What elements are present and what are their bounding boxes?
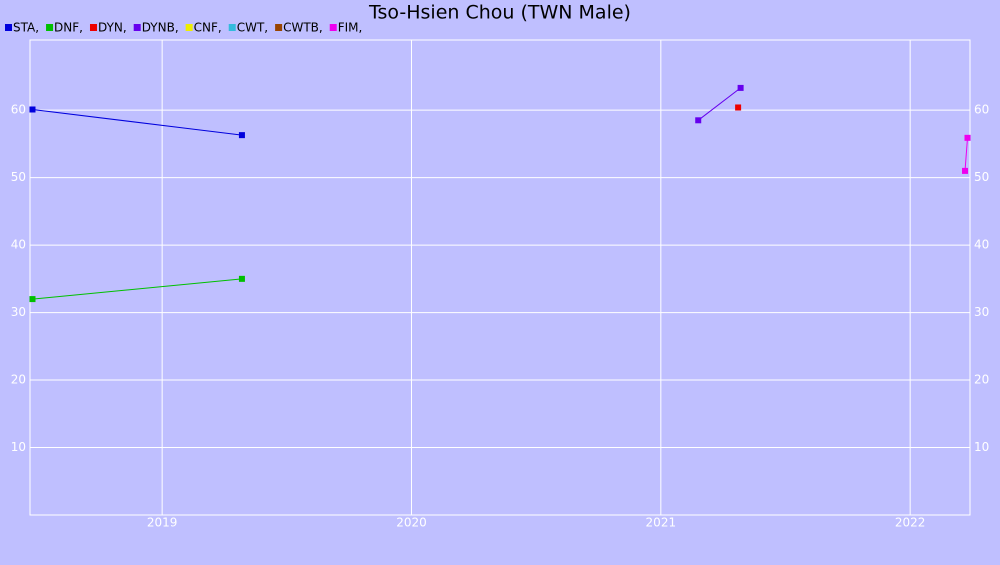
series-line	[697, 87, 741, 121]
legend-swatch	[228, 24, 236, 31]
legend-label: FIM,	[338, 21, 363, 35]
y-tick-label: 20	[11, 373, 26, 387]
y2-tick-label: 40	[974, 238, 989, 252]
y2-tick-label: 10	[974, 440, 989, 454]
legend-label: DYN,	[98, 21, 127, 35]
series-line	[964, 137, 969, 171]
point	[737, 84, 744, 91]
point	[964, 134, 971, 141]
legend-swatch	[185, 24, 193, 31]
legend-swatch	[89, 24, 97, 31]
point	[29, 106, 36, 113]
legend-label: DYNB,	[142, 21, 179, 35]
x-tick-label: 2021	[646, 516, 677, 530]
legend-swatch	[329, 24, 337, 31]
x-tick-label: 2019	[147, 516, 178, 530]
point	[29, 296, 36, 303]
y-tick-label: 50	[11, 170, 26, 184]
point	[695, 117, 702, 124]
y2-tick-label: 50	[974, 170, 989, 184]
x-tick-label: 2020	[396, 516, 427, 530]
legend-swatch	[133, 24, 141, 31]
y-tick-label: 60	[11, 103, 26, 117]
legend-swatch	[275, 24, 283, 31]
series-line	[32, 108, 242, 136]
legend-label: CNF,	[194, 21, 222, 35]
chart-title: Tso-Hsien Chou (TWN Male)	[368, 2, 631, 24]
y-tick-label: 30	[11, 305, 26, 319]
plot-area	[29, 39, 971, 516]
legend-label: STA,	[13, 21, 39, 35]
legend-label: CWT,	[237, 21, 268, 35]
point	[735, 104, 742, 111]
series-line	[32, 278, 242, 300]
y2-tick-label: 30	[974, 305, 989, 319]
y-tick-label: 40	[11, 238, 26, 252]
point	[962, 167, 969, 174]
legend-swatch	[5, 24, 12, 31]
y2-tick-label: 60	[974, 103, 989, 117]
point	[238, 132, 245, 139]
legend-label: DNF,	[54, 21, 83, 35]
y2-tick-label: 20	[974, 373, 989, 387]
x-tick-label: 2022	[895, 516, 926, 530]
legend-label: CWTB,	[283, 21, 323, 35]
point	[238, 275, 245, 282]
legend-swatch	[46, 24, 54, 31]
y-tick-label: 10	[11, 440, 26, 454]
